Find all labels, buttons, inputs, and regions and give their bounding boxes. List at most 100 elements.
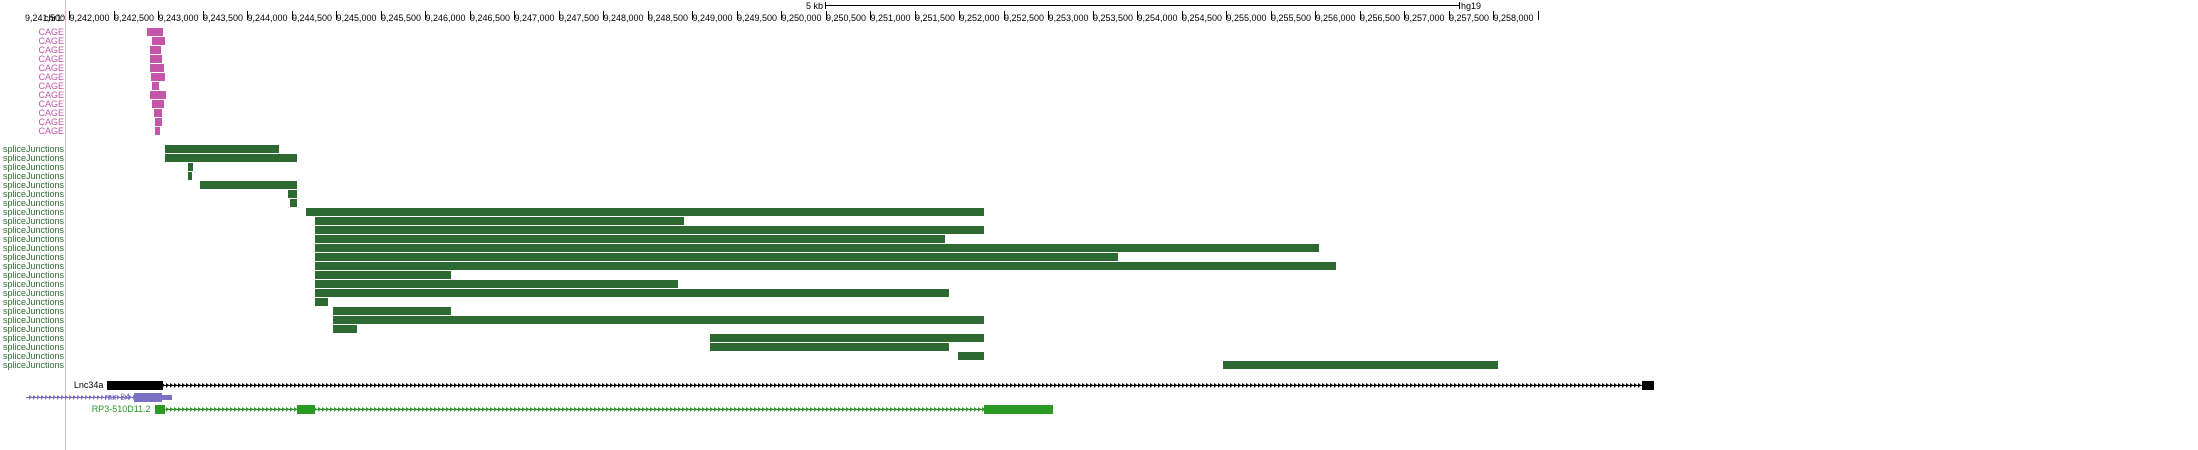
track-row-label[interactable]: spliceJunctions <box>2 288 64 298</box>
splice-junction[interactable] <box>165 145 280 153</box>
splice-junction[interactable] <box>314 217 685 225</box>
splice-junction[interactable] <box>165 154 297 162</box>
strand-arrow-icon <box>689 407 693 412</box>
gene-exon[interactable] <box>107 381 163 390</box>
strand-arrow-icon <box>514 383 518 388</box>
track-row-label[interactable]: spliceJunctions <box>2 342 64 352</box>
strand-arrow-icon <box>725 407 729 412</box>
track-row-label[interactable]: spliceJunctions <box>2 261 64 271</box>
track-row-label[interactable]: spliceJunctions <box>2 171 64 181</box>
track-row-label[interactable]: spliceJunctions <box>2 306 64 316</box>
track-row-label[interactable]: CAGE <box>38 99 64 109</box>
splice-junction[interactable] <box>305 208 985 216</box>
splice-junction[interactable] <box>289 199 297 207</box>
strand-arrow-icon <box>1058 383 1062 388</box>
cage-feature[interactable] <box>153 109 162 117</box>
cage-feature[interactable] <box>151 82 159 90</box>
strand-arrow-icon <box>88 395 92 400</box>
track-row-label[interactable]: spliceJunctions <box>2 315 64 325</box>
track-row-label[interactable]: spliceJunctions <box>2 234 64 244</box>
track-row-label[interactable]: spliceJunctions <box>2 252 64 262</box>
track-row-label[interactable]: spliceJunctions <box>2 144 64 154</box>
gene-label[interactable]: RP3-510D11.2 <box>91 404 151 414</box>
strand-arrow-icon <box>269 407 273 412</box>
track-row-label[interactable]: spliceJunctions <box>2 216 64 226</box>
splice-junction[interactable] <box>709 334 985 342</box>
splice-junction[interactable] <box>314 235 945 243</box>
track-row-label[interactable]: CAGE <box>38 27 64 37</box>
strand-arrow-icon <box>482 383 486 388</box>
track-row-label[interactable]: CAGE <box>38 117 64 127</box>
splice-junction[interactable] <box>314 226 985 234</box>
cage-feature[interactable] <box>150 64 165 72</box>
track-row-label[interactable]: CAGE <box>38 126 64 136</box>
track-row-label[interactable]: spliceJunctions <box>2 297 64 307</box>
gene-label[interactable]: Lnc34a <box>73 380 104 390</box>
splice-junction[interactable] <box>199 181 297 189</box>
splice-junction[interactable] <box>314 280 678 288</box>
track-row-label[interactable]: spliceJunctions <box>2 198 64 208</box>
gene-exon[interactable] <box>161 395 173 400</box>
track-row-label[interactable]: spliceJunctions <box>2 225 64 235</box>
splice-junction[interactable] <box>314 244 1319 252</box>
cage-feature[interactable] <box>150 46 161 54</box>
track-row-label[interactable]: CAGE <box>38 72 64 82</box>
strand-arrow-icon <box>1186 383 1190 388</box>
cage-feature[interactable] <box>151 100 165 108</box>
splice-junction[interactable] <box>314 271 451 279</box>
track-row-label[interactable]: spliceJunctions <box>2 270 64 280</box>
strand-arrow-icon <box>717 407 721 412</box>
cage-feature[interactable] <box>154 127 160 135</box>
splice-junction[interactable] <box>188 163 193 171</box>
strand-arrow-icon <box>1570 383 1574 388</box>
splice-junction[interactable] <box>314 289 950 297</box>
track-row-label[interactable]: CAGE <box>38 54 64 64</box>
gene-exon[interactable] <box>1641 381 1655 390</box>
cage-feature[interactable] <box>147 28 164 36</box>
strand-arrow-icon <box>801 407 805 412</box>
strand-arrow-icon <box>929 407 933 412</box>
cage-feature[interactable] <box>150 73 166 81</box>
track-row-label[interactable]: spliceJunctions <box>2 207 64 217</box>
track-row-label[interactable]: spliceJunctions <box>2 279 64 289</box>
splice-junction[interactable] <box>332 316 985 324</box>
splice-junction[interactable] <box>314 253 1119 261</box>
strand-arrow-icon <box>598 383 602 388</box>
track-row-label[interactable]: spliceJunctions <box>2 324 64 334</box>
splice-junction[interactable] <box>958 352 985 360</box>
splice-junction[interactable] <box>188 172 192 180</box>
track-row-label[interactable]: spliceJunctions <box>2 333 64 343</box>
track-row-label[interactable]: CAGE <box>38 90 64 100</box>
track-row-label[interactable]: CAGE <box>38 36 64 46</box>
track-row-label[interactable]: CAGE <box>38 81 64 91</box>
track-row-label[interactable]: spliceJunctions <box>2 180 64 190</box>
track-row-label[interactable]: spliceJunctions <box>2 153 64 163</box>
splice-junction[interactable] <box>314 298 329 306</box>
splice-junction[interactable] <box>332 325 357 333</box>
splice-junction[interactable] <box>314 262 1337 270</box>
gene-exon[interactable] <box>984 405 1054 414</box>
splice-junction[interactable] <box>1223 361 1499 369</box>
track-row-label[interactable]: CAGE <box>38 45 64 55</box>
splice-junction[interactable] <box>332 307 451 315</box>
cage-feature[interactable] <box>154 118 162 126</box>
track-row-label[interactable]: spliceJunctions <box>2 360 64 370</box>
gene-exon[interactable] <box>296 405 315 414</box>
track-row-label[interactable]: spliceJunctions <box>2 189 64 199</box>
cage-feature[interactable] <box>150 55 162 63</box>
gene-exon[interactable] <box>134 393 162 402</box>
track-row-label[interactable]: spliceJunctions <box>2 351 64 361</box>
strand-arrow-icon <box>1418 383 1422 388</box>
strand-arrow-icon <box>878 383 882 388</box>
strand-arrow-icon <box>498 383 502 388</box>
splice-junction[interactable] <box>288 190 297 198</box>
track-row-label[interactable]: spliceJunctions <box>2 162 64 172</box>
strand-arrow-icon <box>353 407 357 412</box>
gene-exon[interactable] <box>154 405 166 414</box>
cage-feature[interactable] <box>151 37 166 45</box>
track-row-label[interactable]: spliceJunctions <box>2 243 64 253</box>
splice-junction[interactable] <box>709 343 950 351</box>
track-row-label[interactable]: CAGE <box>38 63 64 73</box>
cage-feature[interactable] <box>150 91 167 99</box>
track-row-label[interactable]: CAGE <box>38 108 64 118</box>
